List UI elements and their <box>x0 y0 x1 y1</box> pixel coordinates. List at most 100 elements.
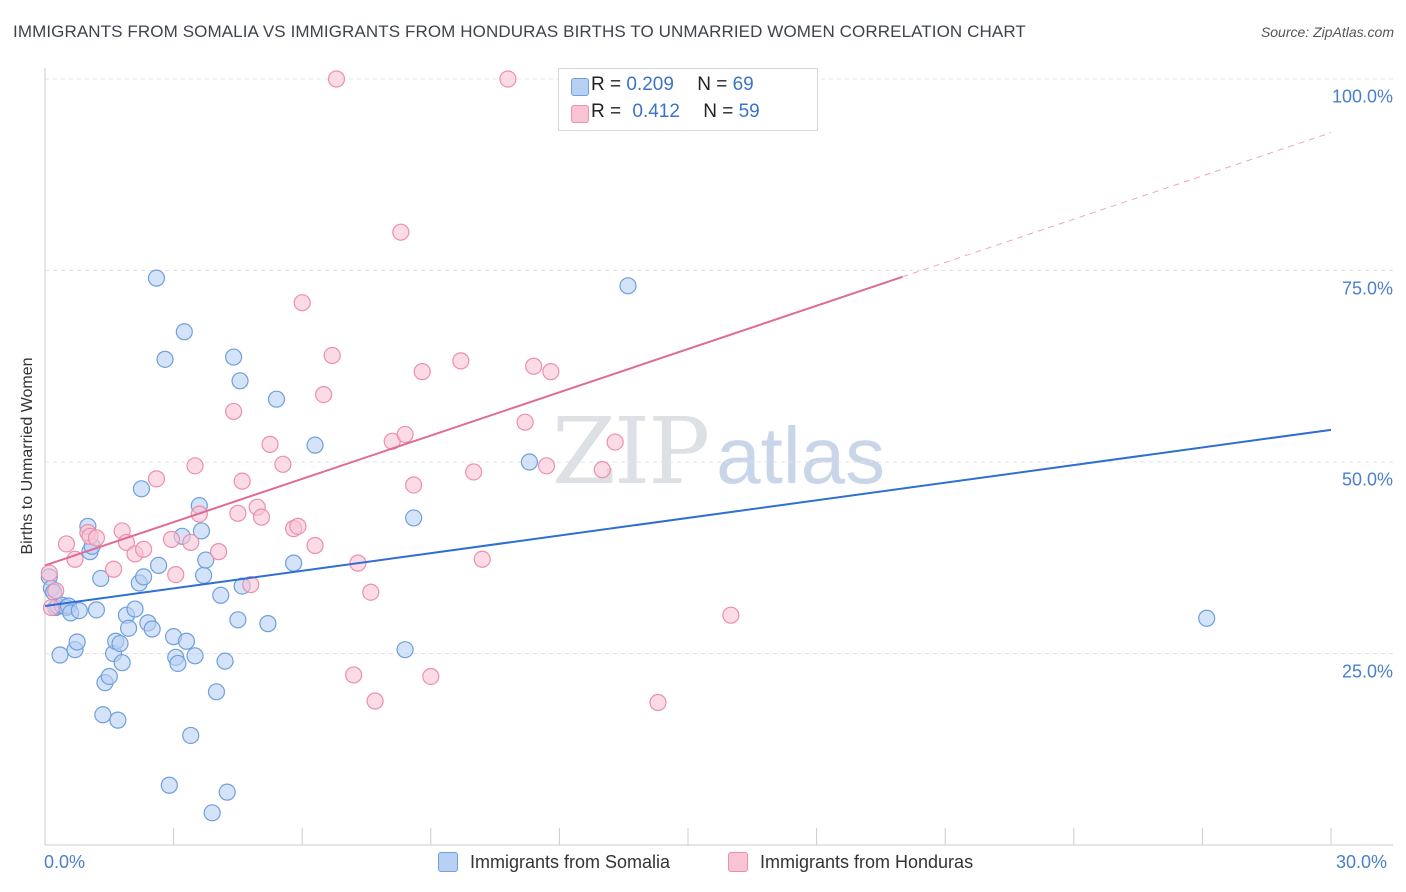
n-value: 59 <box>738 101 760 122</box>
somalia-trend-line <box>44 428 1332 607</box>
watermark-atlas: atlas <box>716 411 886 500</box>
r-value: 0.209 <box>626 74 674 95</box>
honduras-point <box>87 529 106 547</box>
honduras-swatch <box>571 105 589 123</box>
somalia-point <box>186 647 204 665</box>
n-value: 69 <box>732 74 754 95</box>
honduras-point <box>225 402 243 421</box>
somalia-point <box>285 554 303 572</box>
somalia-point <box>160 776 178 794</box>
r-label: R = <box>591 101 622 122</box>
somalia-point <box>229 611 247 629</box>
honduras-point <box>315 385 333 404</box>
x-tick-label-min: 0.0% <box>44 852 86 872</box>
honduras-point <box>722 606 740 624</box>
honduras-point <box>537 457 556 475</box>
n-label: N = <box>703 101 734 122</box>
somalia-point <box>212 586 230 604</box>
somalia-point <box>225 348 243 366</box>
honduras-legend-swatch <box>728 852 748 872</box>
honduras-point <box>167 566 185 584</box>
somalia-point <box>147 269 166 287</box>
somalia-point <box>306 436 324 454</box>
correlation-legend: R = 0.209 N = 69 R = 0.412 N = 59 <box>558 68 818 131</box>
y-tick-label: 100.0% <box>1331 86 1393 107</box>
honduras-point <box>66 550 84 568</box>
somalia-point <box>132 480 151 498</box>
honduras-point <box>465 463 483 481</box>
honduras-point <box>293 294 311 312</box>
r-label: R = <box>591 74 622 95</box>
somalia-legend-swatch <box>438 852 458 872</box>
somalia-point <box>92 569 110 588</box>
honduras-point <box>40 564 58 582</box>
honduras-point <box>649 693 667 712</box>
somalia-point <box>119 619 138 637</box>
somalia-point <box>149 556 168 575</box>
honduras-point <box>392 223 410 241</box>
honduras-point <box>242 575 260 594</box>
honduras-point <box>405 476 423 494</box>
honduras-point <box>47 582 65 600</box>
honduras-point <box>186 457 204 475</box>
somalia-point <box>169 654 187 673</box>
watermark-zip: ZIP <box>552 398 710 505</box>
legend-label: Immigrants from Somalia <box>470 852 671 872</box>
somalia-point <box>203 804 221 822</box>
somalia-point <box>197 551 215 569</box>
n-label: N = <box>697 74 728 95</box>
honduras-trend-line-extension <box>902 132 1332 278</box>
honduras-point <box>593 461 611 479</box>
honduras-point <box>57 535 76 553</box>
legend-item-somalia[interactable]: Immigrants from Somalia <box>438 852 670 873</box>
honduras-point <box>233 472 251 490</box>
somalia-point <box>207 683 226 701</box>
honduras-point <box>261 435 279 453</box>
legend-item-honduras[interactable]: Immigrants from Honduras <box>728 852 973 873</box>
honduras-point <box>422 667 440 686</box>
honduras-point <box>362 583 380 601</box>
somalia-point <box>405 509 423 527</box>
somalia-point <box>195 566 213 584</box>
somalia-swatch <box>571 78 589 96</box>
honduras-point <box>289 517 307 535</box>
honduras-point <box>229 504 247 522</box>
honduras-point <box>134 540 153 558</box>
somalia-point <box>177 632 196 650</box>
somalia-point <box>267 390 286 408</box>
honduras-trend-line <box>44 275 903 567</box>
honduras-point <box>516 413 534 431</box>
legend-label: Immigrants from Honduras <box>760 852 974 872</box>
somalia-point <box>175 323 193 341</box>
y-tick-label: 25.0% <box>1341 661 1393 681</box>
honduras-point <box>182 533 200 552</box>
x-tick-label-max: 30.0% <box>1336 852 1388 872</box>
somalia-point <box>216 652 234 670</box>
honduras-point <box>452 352 470 370</box>
honduras-point <box>274 455 292 473</box>
somalia-point <box>111 634 129 653</box>
legend-row-honduras: R = 0.412 N = 59 <box>571 101 760 127</box>
honduras-point <box>327 70 346 88</box>
honduras-point <box>473 550 491 568</box>
somalia-point <box>113 654 131 672</box>
somalia-point <box>259 615 277 633</box>
honduras-point <box>147 470 166 488</box>
y-tick-label: 75.0% <box>1341 278 1393 298</box>
somalia-point <box>94 706 112 724</box>
honduras-point <box>366 692 384 710</box>
honduras-point <box>345 666 363 684</box>
somalia-point <box>100 667 118 686</box>
somalia-point <box>1198 609 1216 627</box>
watermark: ZIP atlas <box>552 398 885 505</box>
somalia-point <box>109 711 127 729</box>
honduras-point <box>606 433 624 451</box>
r-value: 0.412 <box>632 101 680 122</box>
y-axis-label: Births to Unmarried Women <box>19 357 36 555</box>
somalia-point <box>68 633 86 651</box>
chart-title: IMMIGRANTS FROM SOMALIA VS IMMIGRANTS FR… <box>13 22 1026 41</box>
honduras-point <box>162 530 181 548</box>
somalia-point <box>396 641 414 659</box>
somalia-point <box>87 601 106 619</box>
